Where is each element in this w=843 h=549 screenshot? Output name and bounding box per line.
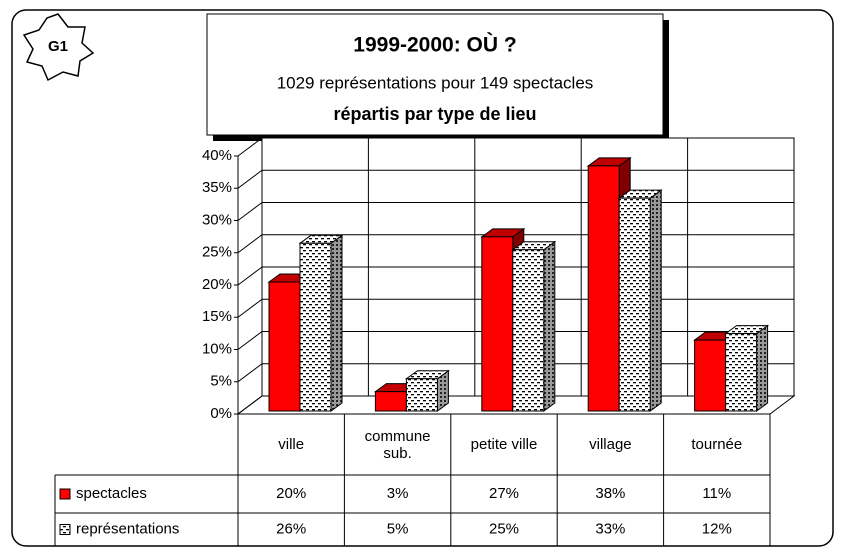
x-tick-label: village <box>557 414 663 475</box>
x-tick-cell: ville <box>238 414 344 475</box>
bar-side <box>543 240 556 412</box>
bar <box>618 197 651 412</box>
y-tick-label: 25% <box>202 244 232 261</box>
grid-line <box>237 298 263 318</box>
y-tick-label: 35% <box>202 179 232 196</box>
value-label: 26% <box>276 520 306 537</box>
value-label: 38% <box>595 485 625 502</box>
x-tick-label: tournée <box>664 414 770 475</box>
x-tick-text: village <box>589 436 632 453</box>
x-tick-label: commune sub. <box>344 414 450 475</box>
legend-swatch <box>59 524 71 535</box>
grid-line <box>237 137 263 157</box>
title-box <box>206 13 664 136</box>
y-tick-label: 0% <box>210 405 232 422</box>
y-tick-label: 40% <box>202 147 232 164</box>
bar <box>694 339 727 412</box>
x-tick-cell: commune sub. <box>344 414 450 475</box>
value-label: 11% <box>702 485 731 502</box>
x-tick-cell: petite ville <box>451 414 557 475</box>
y-tick-label: 5% <box>210 373 232 390</box>
legend-label: représentations <box>76 520 179 537</box>
bar-side <box>756 324 769 412</box>
x-tick-cell: village <box>557 414 663 475</box>
value-label: 25% <box>489 520 519 537</box>
grid-line <box>237 395 263 415</box>
bar <box>725 333 758 412</box>
grid-line <box>237 202 263 221</box>
grid-line <box>237 234 263 254</box>
x-tick-text: commune sub. <box>364 427 431 462</box>
x-tick-text: tournée <box>691 436 743 453</box>
x-tick-cell: tournée <box>664 414 770 475</box>
value-label: 27% <box>489 485 519 502</box>
legend-swatch <box>59 488 71 500</box>
x-tick-label: ville <box>238 414 344 475</box>
value-label: 12% <box>702 520 732 537</box>
bar <box>512 249 545 412</box>
badge-shape <box>22 13 95 82</box>
value-label: 33% <box>595 520 625 537</box>
y-tick-label: 30% <box>202 211 232 228</box>
badge: G1 <box>48 38 68 55</box>
y-tick-label: 20% <box>202 276 232 293</box>
x-tick-label: petite ville <box>451 414 557 475</box>
grid-line <box>237 363 263 383</box>
bar <box>268 281 301 412</box>
bar <box>374 391 407 412</box>
value-label: 20% <box>276 485 306 502</box>
legend-label: spectacles <box>76 485 147 502</box>
y-tick-label: 15% <box>202 308 232 325</box>
grid-line <box>237 266 263 286</box>
bar-side <box>330 234 343 412</box>
value-label: 5% <box>387 520 409 537</box>
chart-subtitle: 1029 représentations pour 149 spectacles <box>277 73 594 92</box>
bar-side <box>649 189 662 412</box>
x-tick-text: ville <box>278 436 305 453</box>
chart-subtitle: répartis par type de lieu <box>333 104 536 124</box>
bar <box>299 242 332 412</box>
bar <box>405 378 438 412</box>
x-tick-text: petite ville <box>470 436 538 453</box>
bar <box>481 236 514 412</box>
value-label: 3% <box>387 485 409 502</box>
grid-line <box>237 169 263 189</box>
bar <box>587 165 620 412</box>
y-tick-label: 10% <box>202 340 232 357</box>
grid-line <box>237 331 263 350</box>
chart-title: 1999-2000: OÙ ? <box>353 33 516 57</box>
